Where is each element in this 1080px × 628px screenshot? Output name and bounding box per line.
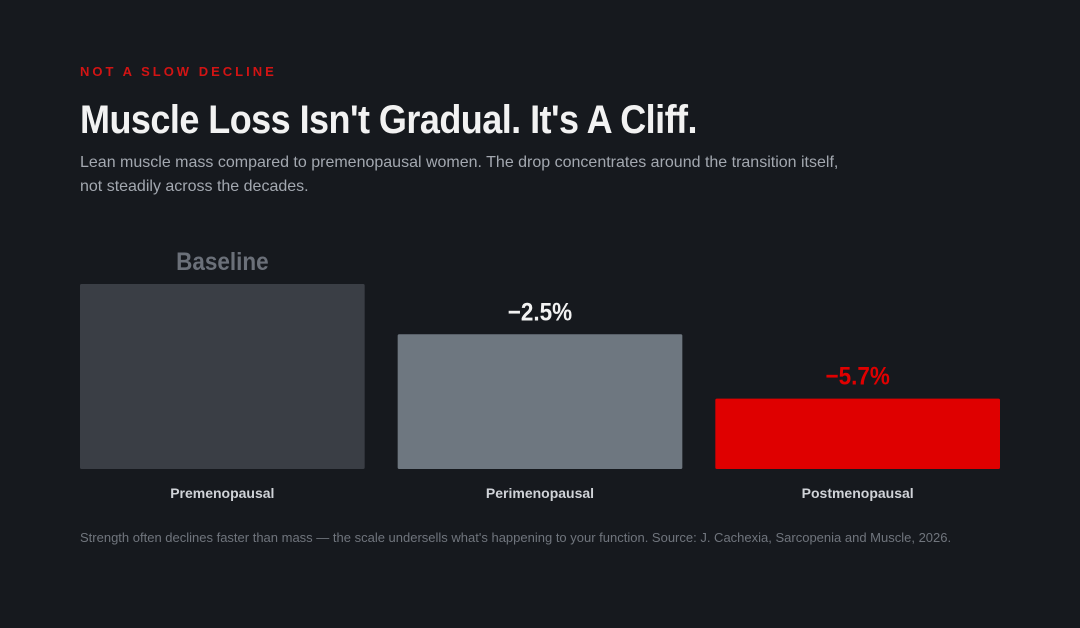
bar-premenopausal	[80, 284, 365, 469]
chart-title: Muscle Loss Isn't Gradual. It's A Cliff.	[80, 98, 698, 142]
bar-postmenopausal	[715, 398, 1000, 469]
bar-chart: Baseline Premenopausal −2.5% Perimenopausal…	[80, 248, 1000, 501]
bar-perimenopausal	[397, 334, 683, 469]
category-label-perimenopausal: Perimenopausal	[486, 485, 594, 501]
data-label-postmenopausal: −5.7%	[825, 363, 889, 391]
data-label-perimenopausal: −2.5%	[508, 298, 572, 326]
category-label-postmenopausal: Postmenopausal	[802, 485, 914, 501]
data-label-premenopausal: Baseline	[176, 248, 268, 276]
chart-subtitle: Lean muscle mass compared to premenopaus…	[80, 154, 839, 195]
footnote: Strength often declines faster than mass…	[80, 530, 952, 545]
category-label-premenopausal: Premenopausal	[170, 485, 274, 501]
eyebrow-label: NOT A SLOW DECLINE	[80, 64, 277, 79]
